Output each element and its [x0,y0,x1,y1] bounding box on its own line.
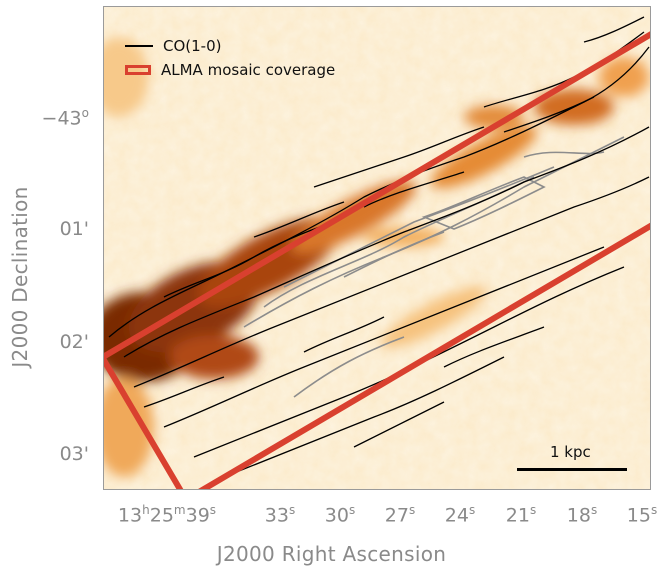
legend-box-swatch [125,65,151,75]
legend-alma-label: ALMA mosaic coverage [161,61,336,79]
x-tick-label: 18s [566,503,598,527]
legend: CO(1-0) ALMA mosaic coverage [125,34,335,82]
y-tick-label: −43o [41,106,89,130]
x-axis-title: J2000 Right Ascension [216,542,447,566]
y-tick-label: 03' [59,443,89,465]
x-tick-label: 27s [384,503,416,527]
y-tick-label: 02' [59,331,89,353]
x-tick-label: 30s [324,503,356,527]
legend-item-alma: ALMA mosaic coverage [125,58,335,82]
x-tick-label: 15s [626,503,658,527]
y-axis-title: J2000 Declination [8,186,32,368]
legend-item-co: CO(1-0) [125,34,335,58]
legend-line-swatch [125,45,153,47]
legend-co-label: CO(1-0) [163,37,222,55]
x-tick-label: 13h25m39s [117,503,217,527]
x-tick-label: 33s [264,503,296,527]
alma-coverage-rect [104,8,650,489]
image-panel [103,6,651,490]
x-tick-label: 24s [444,503,476,527]
dust-map-image [104,7,650,489]
x-tick-label: 21s [505,503,537,527]
y-tick-label: 01' [59,218,89,240]
scale-bar-label: 1 kpc [550,443,591,461]
scale-bar [517,468,627,471]
